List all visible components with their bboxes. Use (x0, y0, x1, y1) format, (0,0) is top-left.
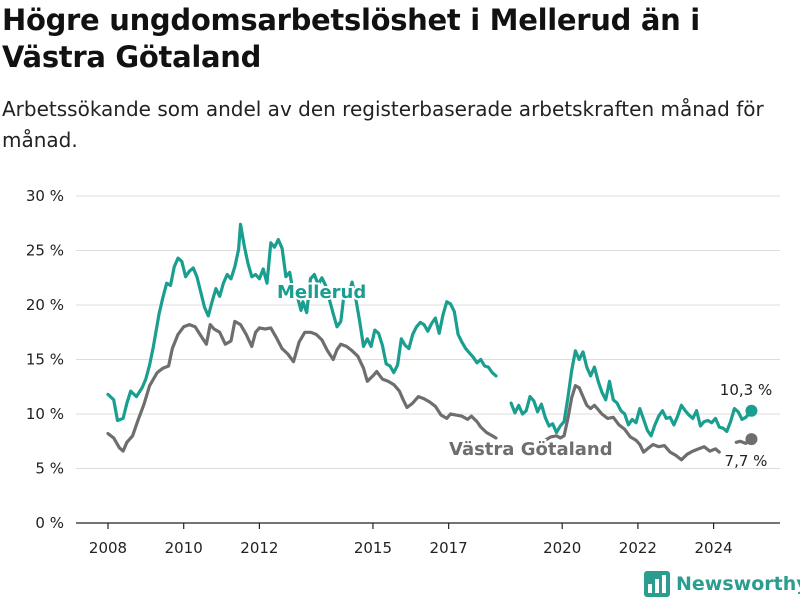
series-labels: Mellerud Västra Götaland 10,3 % 7,7 % (275, 280, 772, 470)
chart-title: Högre ungdomsarbetslöshet i Mellerud än … (2, 3, 700, 74)
y-tick-label: 25 % (26, 242, 64, 260)
y-tick-label: 0 % (35, 514, 64, 532)
end-value-label-mellerud: 10,3 % (720, 381, 772, 399)
chart-subtitle: Arbetssökande som andel av den registerb… (2, 97, 764, 152)
y-axis-tick-labels: 0 % 5 % 10 % 15 % 20 % 25 % 30 % (26, 187, 64, 532)
x-tick-label: 2022 (619, 539, 657, 557)
x-tick-label: 2008 (89, 539, 127, 557)
y-tick-label: 20 % (26, 296, 64, 314)
newsworthy-logo: Newsworthy (644, 569, 800, 599)
series-label-vastra-gotaland: Västra Götaland (449, 439, 613, 460)
y-tick-label: 10 % (26, 405, 64, 423)
end-value-label-vastra-gotaland: 7,7 % (725, 452, 768, 470)
x-tick-label: 2012 (240, 539, 278, 557)
series-line-mellerud (106, 222, 498, 423)
end-point-vastra-gotaland (745, 433, 758, 446)
y-tick-label: 30 % (26, 187, 64, 205)
series-line-vastra-gotaland (106, 319, 498, 453)
y-tick-label: 5 % (35, 460, 64, 478)
x-axis: 2008 2010 2012 2015 2017 2020 2022 2024 (76, 522, 780, 557)
x-tick-label: 2024 (695, 539, 733, 557)
x-tick-label: 2010 (165, 539, 203, 557)
end-point-mellerud (745, 404, 758, 417)
series-line-vastra-gotaland (543, 384, 721, 462)
series-label-mellerud: Mellerud (277, 282, 366, 303)
y-tick-label: 15 % (26, 351, 64, 369)
x-tick-label: 2015 (354, 539, 392, 557)
x-tick-label: 2020 (543, 539, 581, 557)
x-tick-label: 2017 (430, 539, 468, 557)
series-lines (106, 222, 758, 462)
newsworthy-logo-icon (644, 571, 670, 597)
newsworthy-logo-text: Newsworthy (676, 573, 800, 595)
series-line-mellerud (509, 349, 754, 438)
